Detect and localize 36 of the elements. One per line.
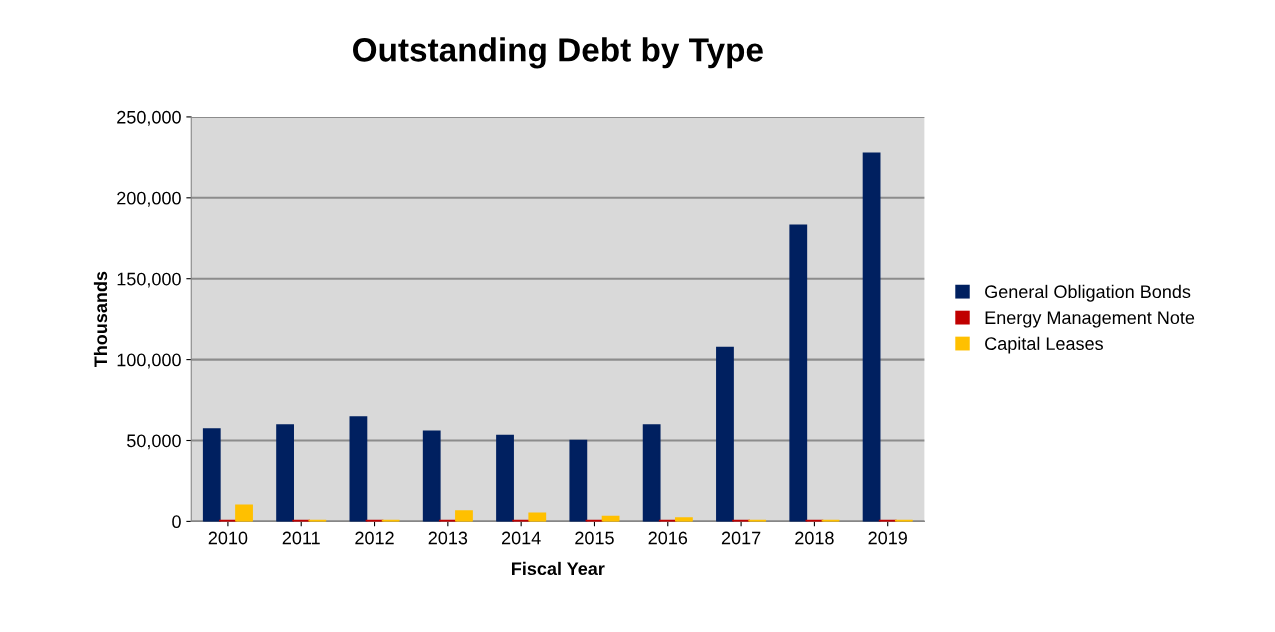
bar [349,416,368,522]
y-tick-label: 200,000 [117,191,181,207]
y-tick-label: 100,000 [117,353,181,369]
x-tick-label: 2010 [208,531,248,545]
bar [716,346,734,522]
legend-label: Energy Management Note [985,311,1195,328]
bar [675,517,693,522]
bar [789,224,808,522]
y-tick-label: 150,000 [117,272,181,288]
x-tick-label: 2012 [355,531,394,545]
y-tick-label: 250,000 [117,110,181,126]
bar [862,152,881,522]
y-axis-title: Thousands [93,271,108,368]
x-tick-label: 2016 [648,531,688,545]
x-tick-label: 2015 [575,531,614,545]
bar [496,434,514,522]
bar [569,439,588,522]
bar [455,510,473,522]
bar [528,512,547,522]
y-tick-label: 50,000 [127,434,181,450]
x-tick-label: 2019 [868,531,907,545]
x-axis-title: Fiscal Year [512,561,605,576]
bar [422,430,441,522]
bar [642,424,661,522]
x-tick-label: 2013 [428,531,468,545]
y-tick-label: 0 [172,515,181,529]
x-tick-label: 2017 [721,531,761,545]
bar [235,504,253,522]
legend-label: Capital Leases [985,336,1103,354]
bar [202,428,221,522]
x-tick-label: 2018 [795,531,834,545]
chart-title: Outstanding Debt by Type [353,37,763,69]
legend-label: General Obligation Bonds [985,284,1191,302]
x-tick-label: 2011 [282,531,320,545]
x-tick-label: 2014 [501,531,541,545]
bar [276,424,294,522]
